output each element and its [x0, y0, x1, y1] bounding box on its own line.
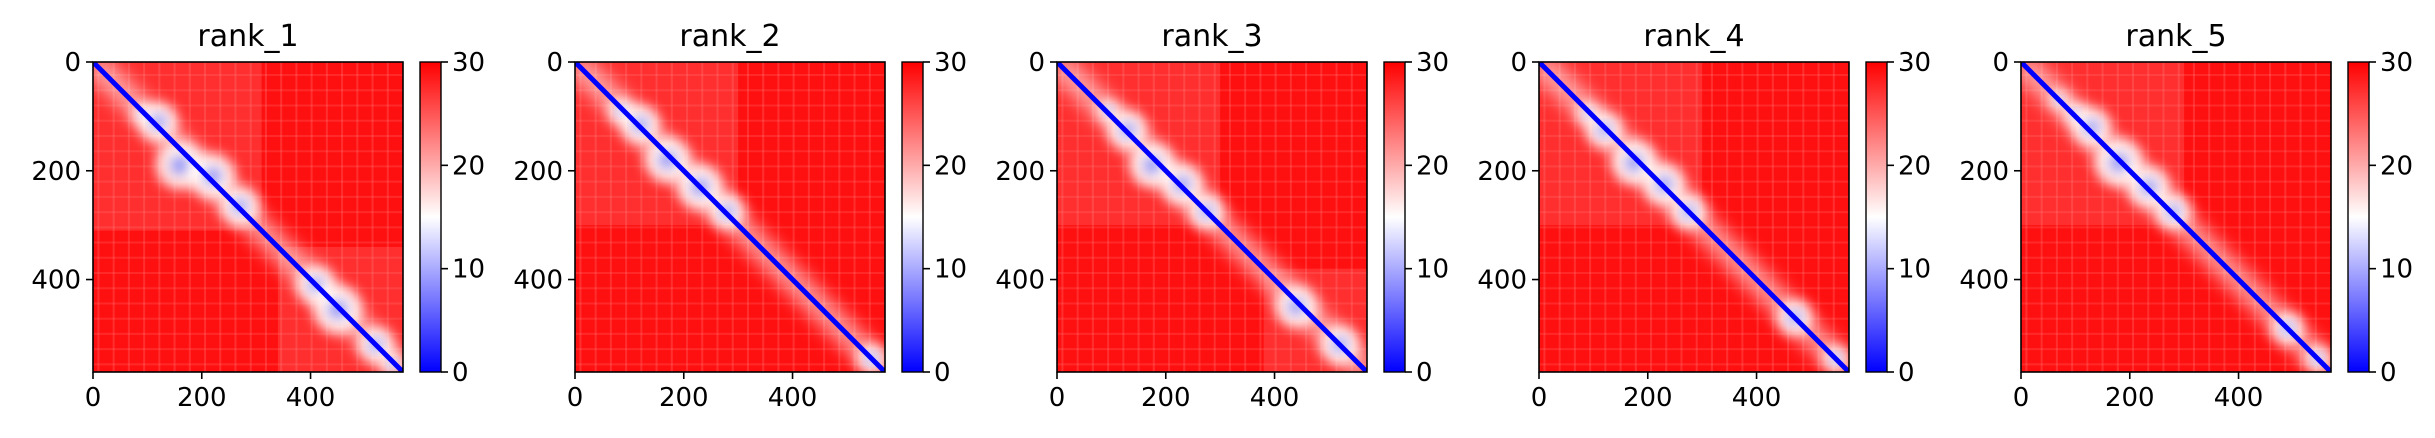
colorbar-tick-label: 10 [2380, 255, 2413, 285]
heatmap-image [1057, 62, 1367, 372]
colorbar [2347, 61, 2370, 373]
colorbar-tick-label: 0 [452, 358, 469, 388]
heatmap-diagonal [575, 62, 885, 372]
colorbar-tick-label: 10 [934, 255, 967, 285]
x-tick-label: 200 [2105, 383, 2155, 413]
axes-frame [1056, 61, 1368, 373]
y-tick-label: 0 [546, 48, 563, 78]
colorbar-tick-label: 0 [934, 358, 951, 388]
y-tick-label: 400 [513, 266, 563, 296]
heatmap-panel-3: rank_3 0 200 400 0 200 400 0 10 20 30 [995, 19, 1449, 413]
colorbar-tick-label: 20 [452, 151, 485, 181]
colorbar-tick-label: 30 [934, 48, 967, 78]
panel-title: rank_2 [679, 19, 780, 54]
y-tick-label: 0 [1028, 48, 1045, 78]
x-tick-label: 400 [1250, 383, 1300, 413]
x-tick-label: 0 [567, 383, 584, 413]
colorbar-tick-label: 0 [1898, 358, 1915, 388]
x-tick-label: 400 [768, 383, 818, 413]
colorbar-tick-label: 30 [1898, 48, 1931, 78]
colorbar-tick-label: 10 [1416, 255, 1449, 285]
axes-frame [92, 61, 404, 373]
colorbar [1865, 61, 1888, 373]
y-tick-label: 0 [1510, 48, 1527, 78]
heatmap-image [1539, 62, 1849, 372]
y-tick-label: 200 [31, 157, 81, 187]
colorbar [901, 61, 924, 373]
colorbar-tick-label: 20 [2380, 151, 2413, 181]
panel-title: rank_3 [1161, 19, 1262, 54]
colorbar-tick-label: 20 [934, 151, 967, 181]
panel-title: rank_5 [2125, 19, 2226, 54]
heatmap-diagonal [2021, 62, 2331, 372]
colorbar [1383, 61, 1406, 373]
heatmap-cluster-core-3 [171, 157, 189, 174]
axes-frame [574, 61, 886, 373]
colorbar-tick-label: 20 [1416, 151, 1449, 181]
colorbar-tick-label: 10 [452, 255, 485, 285]
y-tick-label: 400 [995, 266, 1045, 296]
heatmap-panel-1: rank_1 0 200 400 0 200 400 0 10 20 30 [31, 19, 485, 413]
heatmap-image [575, 62, 885, 372]
colorbar-tick-label: 10 [1898, 255, 1931, 285]
y-tick-label: 200 [995, 157, 1045, 187]
x-tick-label: 0 [2013, 383, 2030, 413]
colorbar-tick-label: 30 [452, 48, 485, 78]
heatmap-image [93, 62, 403, 372]
x-tick-label: 200 [1623, 383, 1673, 413]
colorbar-tick-label: 0 [2380, 358, 2397, 388]
colorbar [419, 61, 442, 373]
axes-frame [1538, 61, 1850, 373]
heatmap-image [2021, 62, 2331, 372]
x-tick-label: 0 [1049, 383, 1066, 413]
y-tick-label: 0 [64, 48, 81, 78]
y-tick-label: 400 [1959, 266, 2009, 296]
heatmap-panel-2: rank_2 0 200 400 0 200 400 0 10 20 30 [513, 19, 967, 413]
x-tick-label: 400 [1732, 383, 1782, 413]
x-tick-label: 400 [286, 383, 336, 413]
panel-title: rank_4 [1643, 19, 1744, 54]
y-tick-label: 200 [1959, 157, 2009, 187]
heatmap-diagonal [1539, 62, 1849, 372]
x-tick-label: 400 [2214, 383, 2264, 413]
x-tick-label: 0 [85, 383, 102, 413]
x-tick-label: 200 [659, 383, 709, 413]
heatmap-diagonal [93, 62, 403, 372]
y-tick-label: 0 [1992, 48, 2009, 78]
x-tick-label: 0 [1531, 383, 1548, 413]
y-tick-label: 400 [1477, 266, 1527, 296]
y-tick-label: 400 [31, 266, 81, 296]
y-tick-label: 200 [1477, 157, 1527, 187]
heatmap-panel-5: rank_5 0 200 400 0 200 400 0 10 20 30 [1959, 19, 2413, 413]
colorbar-tick-label: 30 [1416, 48, 1449, 78]
panel-title: rank_1 [197, 19, 298, 54]
colorbar-tick-label: 20 [1898, 151, 1931, 181]
axes-frame [2020, 61, 2332, 373]
heatmap-diagonal [1057, 62, 1367, 372]
colorbar-tick-label: 0 [1416, 358, 1433, 388]
y-tick-label: 200 [513, 157, 563, 187]
heatmap-panel-4: rank_4 0 200 400 0 200 400 0 10 20 30 [1477, 19, 1931, 413]
colorbar-tick-label: 30 [2380, 48, 2413, 78]
x-tick-label: 200 [177, 383, 227, 413]
x-tick-label: 200 [1141, 383, 1191, 413]
